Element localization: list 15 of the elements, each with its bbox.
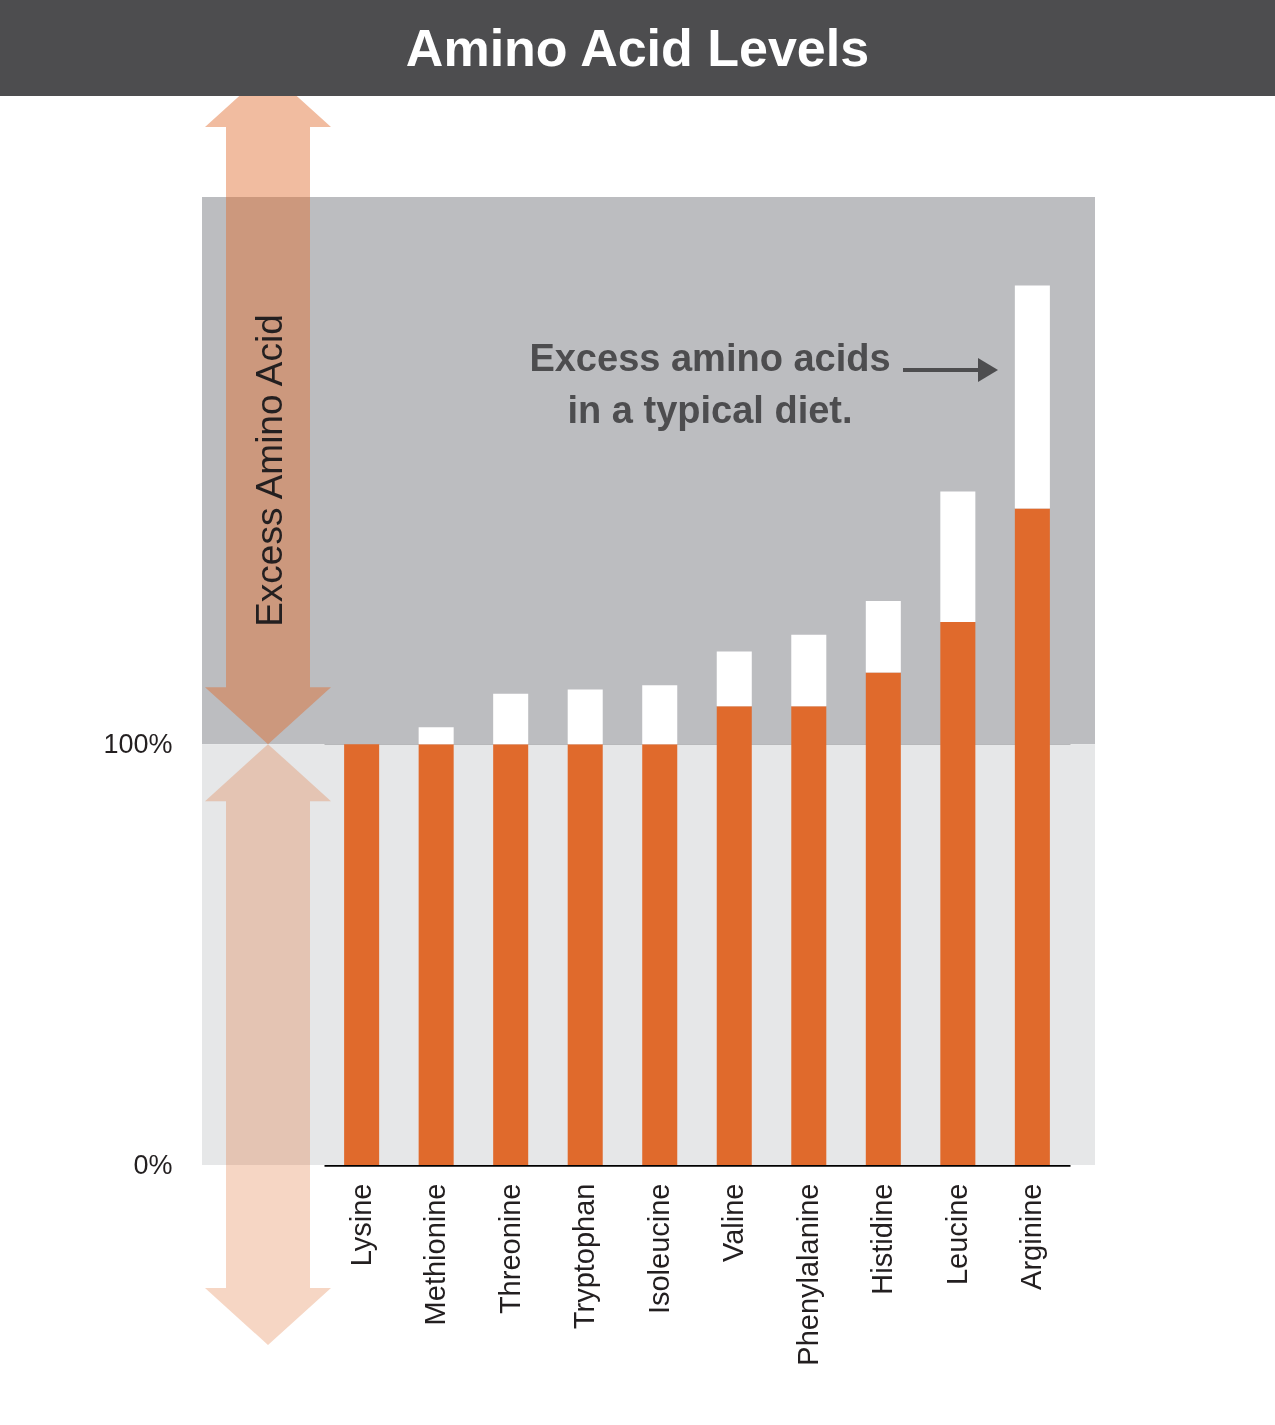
x-tick-label: Threonine: [493, 1183, 526, 1315]
x-tick-label: Methionine: [419, 1183, 452, 1326]
x-tick-label: Leucine: [940, 1183, 973, 1286]
x-tick-label: Lysine: [344, 1183, 377, 1267]
chart-title: Amino Acid Levels: [0, 0, 1275, 96]
x-tick-label: Phenylalanine: [791, 1183, 824, 1366]
x-tick-label: Arginine: [1015, 1183, 1048, 1290]
x-tick-label: Histidine: [866, 1183, 899, 1295]
y-tick-label: 100%: [103, 728, 173, 759]
annotation: Excess amino acids in a typical diet.: [529, 337, 891, 431]
x-tick-label: Tryptophan: [568, 1183, 601, 1330]
y-tick-label: 0%: [133, 1149, 173, 1180]
x-tick-label: Valine: [717, 1183, 750, 1262]
band-label: Excess Amino Acid: [249, 314, 290, 627]
x-tick-label: Isoleucine: [642, 1183, 675, 1315]
